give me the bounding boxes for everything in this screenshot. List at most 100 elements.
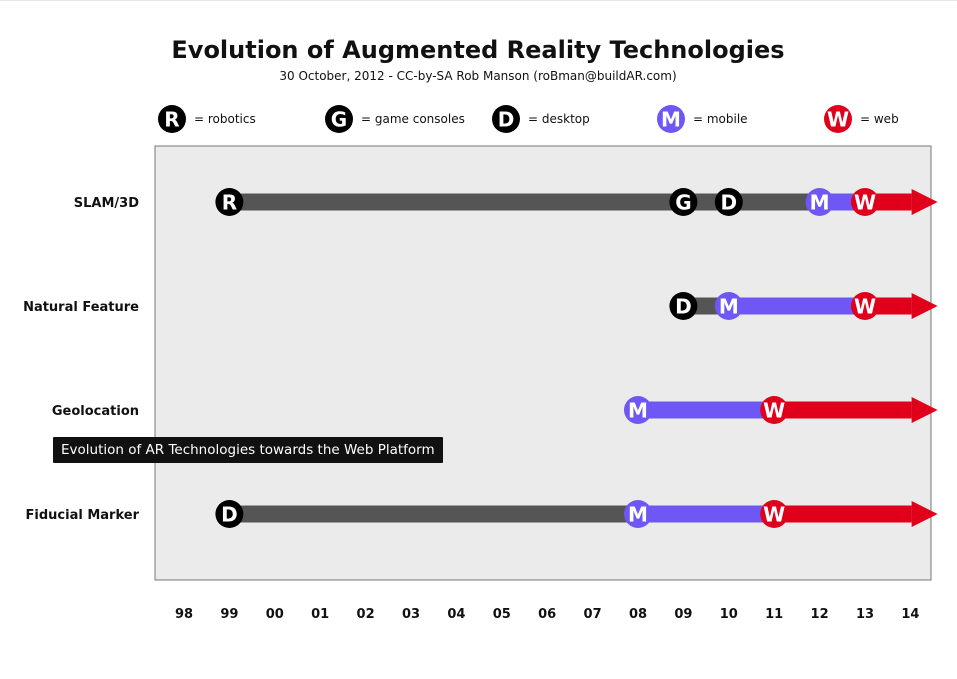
timeline-bar-mobile	[728, 297, 865, 315]
marker-letter: D	[675, 295, 692, 319]
x-tick-label: 07	[584, 607, 602, 622]
legend-marker-letter: R	[164, 108, 179, 132]
row-label: Natural Feature	[23, 300, 139, 315]
marker-mobile: M	[624, 500, 652, 528]
timeline-bar-web	[774, 505, 912, 523]
legend-item-mobile: M = mobile	[657, 105, 748, 133]
marker-letter: D	[720, 191, 737, 215]
legend-item-desktop: D = desktop	[492, 105, 590, 133]
marker-desktop: D	[215, 500, 244, 528]
legend: R = robotics G = game consoles D = desktop M = …	[158, 105, 899, 133]
marker-web: W	[851, 188, 879, 216]
marker-letter: G	[675, 191, 691, 215]
marker-letter: M	[628, 399, 648, 423]
timeline-bar-mobile	[638, 401, 775, 419]
image-caption-tooltip: Evolution of AR Technologies towards the…	[53, 437, 443, 463]
row-geolocation: Geolocation M W	[52, 396, 938, 424]
legend-marker-robotics	[158, 105, 186, 133]
marker-circle	[851, 292, 879, 320]
legend-marker-letter: D	[498, 108, 515, 132]
x-tick-label: 99	[220, 607, 238, 622]
x-tick-label: 10	[720, 607, 738, 622]
x-tick-label: 08	[629, 607, 647, 622]
marker-desktop: D	[714, 188, 743, 216]
legend-marker-web	[824, 105, 852, 133]
timeline-bar-mobile	[638, 505, 775, 523]
marker-circle	[669, 292, 698, 320]
legend-marker-letter: M	[661, 108, 681, 132]
x-tick-label: 14	[901, 607, 919, 622]
timeline-arrowhead	[911, 397, 938, 423]
row-label: SLAM/3D	[74, 196, 139, 211]
x-tick-label: 13	[856, 607, 874, 622]
marker-circle	[215, 500, 244, 528]
legend-label-desktop: = desktop	[528, 112, 590, 126]
marker-letter: M	[810, 191, 830, 215]
chart-title: Evolution of Augmented Reality Technolog…	[171, 36, 784, 64]
legend-label-game-consoles: = game consoles	[361, 112, 465, 126]
marker-letter: D	[221, 503, 238, 527]
marker-circle	[805, 188, 834, 216]
marker-circle	[714, 292, 743, 320]
x-tick-label: 04	[447, 607, 465, 622]
marker-robotics: R	[215, 188, 244, 216]
x-tick-label: 02	[357, 607, 375, 622]
row-slam-3d: SLAM/3D R G D M W	[74, 188, 938, 216]
row-natural-feature: Natural Feature D M W	[23, 292, 938, 320]
row-label: Fiducial Marker	[26, 508, 140, 523]
marker-letter: M	[719, 295, 739, 319]
marker-circle	[624, 396, 652, 424]
timeline-arrowhead	[911, 501, 938, 527]
marker-circle	[669, 188, 698, 216]
top-border	[0, 0, 957, 1]
legend-marker-letter: G	[331, 108, 347, 132]
x-tick-label: 00	[266, 607, 284, 622]
x-tick-label: 03	[402, 607, 420, 622]
marker-desktop: D	[669, 292, 698, 320]
row-label: Geolocation	[52, 404, 139, 419]
timeline-bar-gray	[229, 505, 638, 523]
legend-item-robotics: R = robotics	[158, 105, 256, 133]
x-axis-ticks: 98 99 00 01 02 03 04 05 06 07 08 09 10 11 12 13 14	[175, 607, 919, 622]
marker-letter: W	[854, 191, 876, 215]
chart-subtitle: 30 October, 2012 - CC-by-SA Rob Manson (…	[279, 69, 676, 83]
marker-mobile: M	[714, 292, 743, 320]
marker-letter: R	[222, 191, 237, 215]
marker-game-consoles: G	[669, 188, 698, 216]
x-tick-label: 06	[538, 607, 556, 622]
x-tick-label: 11	[765, 607, 783, 622]
legend-item-game-consoles: G = game consoles	[325, 105, 465, 133]
marker-circle	[215, 188, 244, 216]
row-fiducial-marker: Fiducial Marker D M W	[26, 500, 938, 528]
legend-label-mobile: = mobile	[693, 112, 748, 126]
marker-circle	[624, 500, 652, 528]
marker-web: W	[760, 396, 789, 424]
legend-marker-mobile	[657, 105, 685, 133]
legend-label-robotics: = robotics	[194, 112, 256, 126]
legend-marker-game-consoles	[325, 105, 353, 133]
legend-label-web: = web	[860, 112, 899, 126]
marker-circle	[851, 188, 879, 216]
x-tick-label: 12	[811, 607, 829, 622]
marker-web: W	[760, 500, 789, 528]
x-tick-label: 98	[175, 607, 193, 622]
marker-mobile: M	[805, 188, 834, 216]
x-tick-label: 01	[311, 607, 329, 622]
legend-marker-desktop	[492, 105, 520, 133]
timeline-bar-web	[774, 401, 912, 419]
legend-marker-letter: W	[827, 108, 849, 132]
timeline-arrowhead	[911, 189, 938, 215]
x-tick-label: 09	[674, 607, 692, 622]
marker-letter: W	[763, 399, 785, 423]
marker-mobile: M	[624, 396, 652, 424]
legend-item-web: W = web	[824, 105, 899, 133]
timeline-arrowhead	[911, 293, 938, 319]
marker-circle	[714, 188, 743, 216]
marker-letter: W	[854, 295, 876, 319]
marker-web: W	[851, 292, 879, 320]
marker-circle	[760, 500, 789, 528]
x-tick-label: 05	[493, 607, 511, 622]
marker-letter: M	[628, 503, 648, 527]
